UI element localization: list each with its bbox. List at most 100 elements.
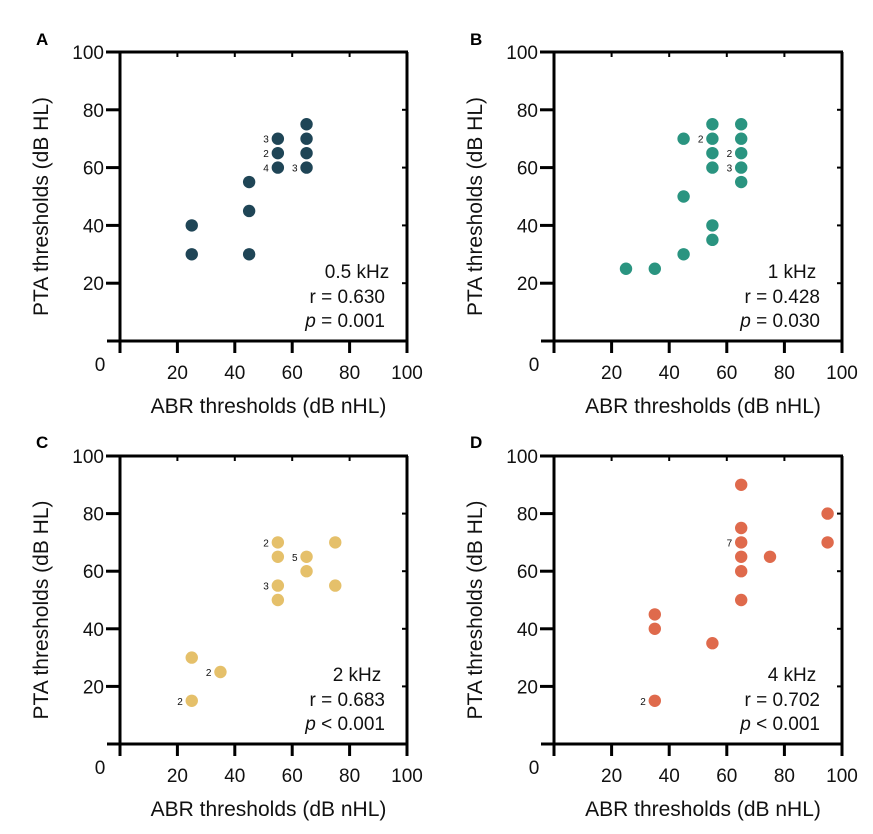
x-tick-label: 80: [339, 363, 360, 384]
data-point: [300, 118, 313, 131]
x-tick-label: 60: [282, 766, 303, 787]
data-point: [300, 161, 313, 174]
r-value-label: r = 0.702: [744, 690, 820, 711]
panel-letter: C: [36, 433, 48, 452]
data-point: [329, 579, 342, 592]
data-point: [735, 565, 748, 578]
y-axis-title: PTA thresholds (dB HL): [30, 500, 53, 719]
data-point: [821, 507, 834, 520]
data-point: [271, 161, 285, 174]
y-tick-label: 20: [517, 677, 538, 698]
point-count-label: 3: [727, 164, 733, 175]
p-value-label: p = 0.001: [304, 311, 385, 332]
data-point: [271, 132, 285, 145]
data-point: [300, 146, 313, 160]
data-point: [706, 118, 719, 131]
data-point: [706, 132, 719, 145]
x-tick-label: 0: [95, 758, 106, 779]
data-point: [271, 536, 285, 549]
data-point: [763, 550, 777, 563]
x-axis-title: ABR thresholds (dB nHL): [151, 395, 387, 418]
y-tick-label: 20: [83, 677, 104, 698]
x-tick-label: 20: [601, 766, 622, 787]
r-value-label: r = 0.428: [744, 287, 820, 308]
data-point: [242, 175, 256, 189]
x-axis-title: ABR thresholds (dB nHL): [151, 798, 387, 821]
point-count-label: 2: [640, 697, 646, 708]
y-tick-label: 40: [83, 216, 104, 237]
data-point: [185, 651, 198, 664]
data-point: [619, 262, 633, 275]
x-axis-title: ABR thresholds (dB nHL): [585, 395, 821, 418]
r-value-label: r = 0.683: [309, 690, 385, 711]
data-point: [185, 248, 198, 261]
x-tick-label: 60: [716, 766, 737, 787]
data-point: [735, 593, 748, 607]
data-point: [735, 132, 748, 145]
frequency-label: 4 kHz: [768, 665, 817, 686]
point-count-label: 2: [263, 149, 269, 160]
x-tick-label: 100: [391, 363, 423, 384]
p-symbol: p: [739, 311, 751, 332]
p-value-label: p < 0.001: [304, 714, 385, 735]
y-tick-label: 20: [83, 274, 104, 295]
data-point: [242, 248, 256, 261]
data-point: [735, 175, 748, 189]
panel-letter: B: [470, 30, 482, 49]
y-axis-title: PTA thresholds (dB HL): [464, 500, 487, 719]
data-point: [677, 248, 690, 261]
data-point: [735, 146, 748, 160]
y-tick-label: 60: [83, 562, 104, 583]
y-tick-label: 100: [506, 447, 538, 468]
p-value-label: p < 0.001: [739, 714, 820, 735]
r-value-label: r = 0.630: [309, 287, 385, 308]
frequency-label: 2 kHz: [333, 665, 382, 686]
frequency-label: 0.5 kHz: [325, 262, 389, 283]
data-point: [706, 637, 719, 650]
point-count-label: 3: [292, 164, 298, 175]
x-tick-label: 20: [167, 363, 188, 384]
data-point: [648, 262, 661, 275]
x-tick-label: 100: [391, 766, 423, 787]
data-point: [300, 550, 313, 563]
y-tick-label: 80: [83, 101, 104, 122]
p-value-text: = 0.001: [316, 311, 385, 332]
point-count-label: 2: [263, 538, 269, 549]
x-tick-label: 0: [95, 355, 106, 376]
data-point: [271, 579, 285, 592]
y-tick-label: 40: [83, 620, 104, 641]
data-point: [300, 565, 313, 578]
data-point: [706, 146, 719, 160]
data-point: [185, 219, 198, 232]
point-count-label: 4: [263, 164, 269, 175]
x-axis-title: ABR thresholds (dB nHL): [585, 798, 821, 821]
data-point: [648, 622, 661, 635]
data-point: [271, 593, 285, 607]
data-point: [300, 132, 313, 145]
point-count-label: 2: [698, 135, 704, 146]
data-point: [735, 536, 748, 549]
p-symbol: p: [739, 714, 751, 735]
x-tick-label: 40: [224, 766, 245, 787]
p-symbol: p: [304, 311, 316, 332]
data-point: [677, 132, 690, 145]
data-point: [648, 694, 661, 707]
panel-letter: A: [36, 30, 48, 49]
y-tick-label: 100: [506, 43, 538, 64]
point-count-label: 2: [206, 668, 212, 679]
point-count-label: 2: [177, 697, 183, 708]
data-point: [821, 536, 834, 549]
frequency-label: 1 kHz: [768, 262, 817, 283]
data-point: [271, 146, 285, 160]
y-tick-label: 80: [83, 505, 104, 526]
x-tick-label: 100: [826, 766, 858, 787]
y-tick-label: 100: [72, 43, 104, 64]
x-tick-label: 80: [339, 766, 360, 787]
y-tick-label: 20: [517, 274, 538, 295]
data-point: [735, 118, 748, 131]
data-point: [706, 161, 719, 174]
y-tick-label: 80: [517, 101, 538, 122]
